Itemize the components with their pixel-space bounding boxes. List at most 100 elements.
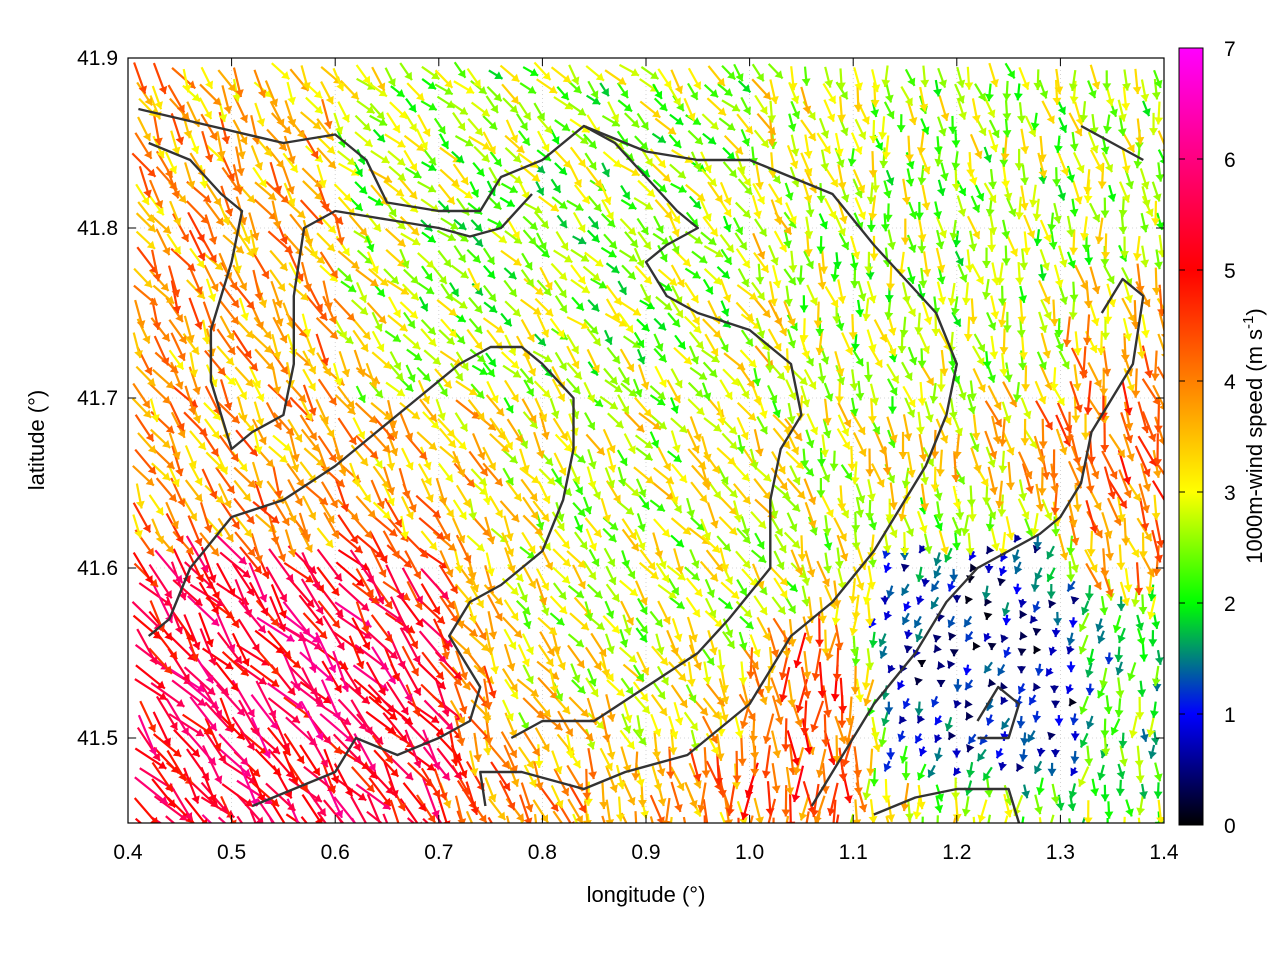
wind-vector [418,296,429,312]
wind-vector [621,779,636,806]
wind-vector [332,630,365,655]
terrain-contour [976,685,1021,740]
wind-vector [631,751,641,781]
wind-vector [1140,314,1150,338]
wind-vector [1034,380,1047,405]
wind-vector [904,135,914,162]
wind-vector [265,145,285,169]
wind-vector [1066,661,1076,673]
wind-vector [407,700,440,724]
wind-vector [754,532,765,550]
wind-vector [504,678,519,700]
wind-vector [269,817,274,823]
wind-vector [135,365,156,387]
wind-vector [450,264,470,280]
wind-vector [568,696,590,718]
wind-vector [187,732,217,766]
wind-vector [870,716,880,740]
wind-vector [899,316,909,338]
wind-vector [857,280,867,302]
wind-vector [385,381,406,397]
wind-vector [902,697,911,710]
wind-vector [250,145,263,171]
wind-vector [703,245,724,258]
wind-vector [666,564,687,581]
wind-vector [817,362,827,384]
wind-vector [1013,583,1022,595]
wind-vector [685,596,701,618]
wind-vector [668,661,687,682]
wind-vector [169,784,193,821]
wind-vector [201,814,213,823]
wind-vector [321,760,337,794]
wind-vector [1058,245,1068,268]
wind-vector [653,317,667,332]
wind-vector [423,349,442,366]
wind-vector [487,195,503,211]
wind-vector [499,500,520,523]
wind-vector [221,651,250,677]
wind-vector [1000,696,1009,706]
wind-vector [636,651,650,676]
wind-vector [369,531,388,564]
wind-vector [250,716,272,759]
wind-vector [185,535,209,573]
wind-vector [849,369,859,391]
wind-vector [687,381,704,398]
wind-vector [873,429,888,456]
wind-vector [880,595,890,605]
wind-vector [153,795,189,822]
wind-vector [835,814,840,823]
wind-vector [753,595,768,616]
wind-vector [1003,646,1012,658]
wind-vector [1002,614,1012,626]
wind-vector [418,517,446,541]
wind-vector [370,149,390,164]
wind-vector [639,283,652,304]
wind-vector [349,549,375,585]
wind-vector [1127,662,1137,682]
wind-vector [503,397,514,414]
wind-vector [801,564,811,586]
wind-vector [265,782,297,812]
wind-vector [317,600,341,629]
wind-vector [1038,817,1042,823]
wind-vector [1018,479,1028,501]
wind-vector [334,319,348,340]
wind-vector [702,661,712,685]
wind-vector [504,300,522,318]
wind-vector [825,632,838,661]
wind-vector [740,680,752,709]
wind-vector [1005,233,1019,257]
wind-vector [824,66,834,88]
wind-vector [707,630,718,656]
wind-vector [1069,131,1079,152]
wind-vector [166,749,187,782]
wind-vector [267,630,292,660]
wind-vector [972,641,981,651]
wind-vector [506,418,524,444]
wind-vector [366,810,384,823]
wind-vector [934,715,943,726]
wind-vector [537,676,559,700]
wind-vector [416,366,432,382]
wind-vector [189,696,218,732]
wind-vector [701,747,711,778]
wind-vector [355,568,375,598]
wind-vector [751,563,765,590]
wind-vector [135,664,166,690]
wind-vector [765,351,775,373]
wind-vector [606,679,626,698]
wind-vector [469,750,479,777]
wind-vector [1046,567,1056,583]
wind-vector [657,68,673,90]
wind-vector [755,164,764,190]
wind-vector [437,183,456,205]
wind-vector [487,611,498,640]
wind-vector [549,668,559,694]
wind-vector [1017,451,1033,480]
wind-vector [420,583,441,615]
wind-vector [1081,600,1090,616]
wind-vector [884,82,894,103]
wind-vector [651,132,667,144]
